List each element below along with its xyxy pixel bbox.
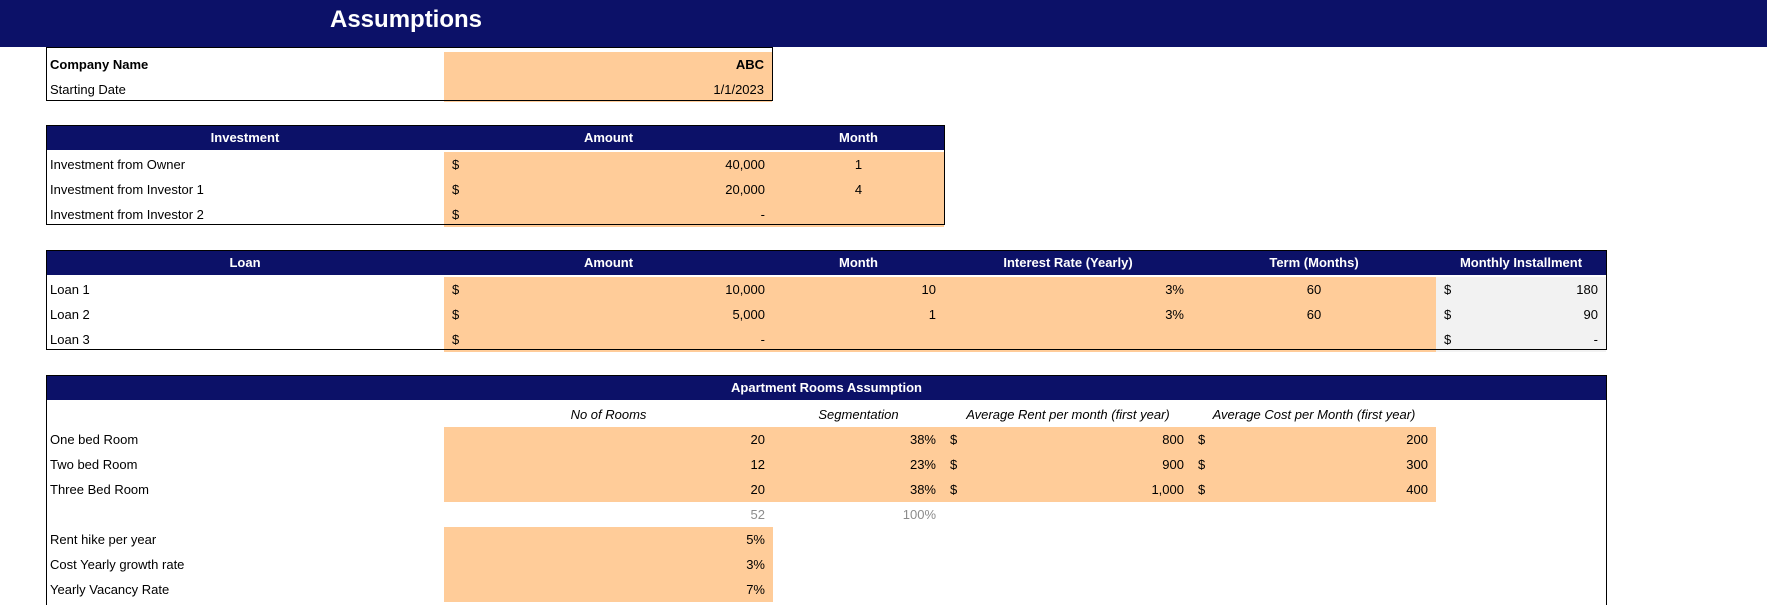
investment-row-input-bg[interactable]: [444, 152, 944, 177]
apartment-row-rent-currency: $: [950, 482, 958, 497]
loan-row-term[interactable]: 60: [1306, 307, 1322, 322]
loan-row-input-bg[interactable]: [444, 327, 1436, 352]
apartment-row-rent[interactable]: 900: [1162, 457, 1184, 472]
loan-row-rate[interactable]: [944, 327, 1192, 352]
apartment-row-rooms[interactable]: 20: [750, 432, 765, 447]
loan-header-month: Month: [773, 250, 944, 275]
rent-hike-value[interactable]: 5%: [444, 527, 773, 552]
loan-row-input-bg[interactable]: [444, 277, 1436, 302]
apartment-row-input-bg[interactable]: [444, 427, 1436, 452]
investment-header-month: Month: [773, 125, 944, 150]
investment-row-amount[interactable]: 40,000: [725, 157, 765, 172]
loan-row-installment-bg: [1436, 327, 1606, 352]
investment-row-currency: $: [452, 157, 460, 172]
investment-row-month[interactable]: 4: [854, 182, 863, 197]
apartment-row-segmentation: 38%: [909, 482, 936, 497]
investment-row-month[interactable]: [773, 202, 944, 227]
investment-row-name: Investment from Investor 1: [50, 182, 204, 197]
apartment-row-cost-currency: $: [1198, 457, 1206, 472]
loan-row-currency: $: [452, 332, 460, 347]
loan-row-name: Loan 3: [50, 332, 90, 347]
apartment-row-rent[interactable]: 800: [1162, 432, 1184, 447]
loan-row-amount[interactable]: 5,000: [732, 307, 765, 322]
investment-row-name: Investment from Owner: [50, 157, 186, 172]
loan-row-installment-bg: [1436, 277, 1606, 302]
title-banner: [0, 0, 1767, 47]
loan-row-installment-currency: $: [1444, 282, 1452, 297]
apartment-row-rent-currency: $: [950, 432, 958, 447]
investment-row-input-bg[interactable]: [444, 202, 944, 227]
investment-row-currency: $: [452, 182, 460, 197]
loan-row-term[interactable]: 60: [1306, 282, 1322, 297]
loan-row-month[interactable]: 1: [928, 307, 936, 322]
cost-growth-label: Cost Yearly growth rate: [50, 557, 185, 572]
investment-row-month[interactable]: 1: [854, 157, 863, 172]
loan-row-installment: -: [1593, 332, 1598, 347]
apartment-row-cost[interactable]: 200: [1406, 432, 1428, 447]
starting-date-label: Starting Date: [50, 82, 126, 97]
apartment-row-cost-currency: $: [1198, 482, 1206, 497]
loan-header-installment: Monthly Installment: [1436, 250, 1606, 275]
loan-row-input-bg[interactable]: [444, 302, 1436, 327]
loan-row-currency: $: [452, 282, 460, 297]
apartment-row-rent[interactable]: 1,000: [1151, 482, 1184, 497]
loan-row-installment: 90: [1583, 307, 1598, 322]
investment-header-amount: Amount: [444, 125, 773, 150]
apartment-header-cost: Average Cost per Month (first year): [1212, 407, 1416, 422]
investment-row-currency: $: [452, 207, 460, 222]
apartment-row-segmentation: 23%: [909, 457, 936, 472]
apartment-header-segmentation: Segmentation: [818, 407, 899, 422]
loan-row-month[interactable]: 10: [921, 282, 936, 297]
apartment-row-input-bg[interactable]: [444, 452, 1436, 477]
apartment-row-name: Three Bed Room: [50, 482, 149, 497]
vacancy-rate-value[interactable]: 7%: [444, 577, 773, 602]
loan-row-amount[interactable]: -: [760, 332, 765, 347]
loan-header-rate: Interest Rate (Yearly): [944, 250, 1192, 275]
apartment-title: Apartment Rooms Assumption: [46, 375, 1607, 400]
apartment-header-rent: Average Rent per month (first year): [966, 407, 1170, 422]
loan-row-name: Loan 1: [50, 282, 90, 297]
apartment-row-rooms[interactable]: 12: [750, 457, 765, 472]
apartment-row-name: One bed Room: [50, 432, 139, 447]
vacancy-rate-label: Yearly Vacancy Rate: [50, 582, 170, 597]
apartment-row-cost[interactable]: 400: [1406, 482, 1428, 497]
loan-row-amount[interactable]: 10,000: [725, 282, 765, 297]
loan-header-term: Term (Months): [1192, 250, 1436, 275]
apartment-row-rent-currency: $: [950, 457, 958, 472]
starting-date-value[interactable]: 1/1/2023: [444, 77, 772, 102]
apartment-row-rooms[interactable]: 20: [750, 482, 765, 497]
investment-row-amount[interactable]: 20,000: [725, 182, 765, 197]
company-name-label: Company Name: [50, 57, 149, 72]
apartment-total-rooms: 52: [750, 507, 765, 522]
loan-row-rate[interactable]: 3%: [1165, 307, 1184, 322]
company-name-value[interactable]: ABC: [444, 52, 772, 77]
apartment-total-segmentation: 100%: [902, 507, 936, 522]
apartment-row-segmentation: 38%: [909, 432, 936, 447]
loan-row-installment-currency: $: [1444, 332, 1452, 347]
loan-header-amount: Amount: [444, 250, 773, 275]
loan-header-name: Loan: [46, 250, 444, 275]
apartment-row-input-bg[interactable]: [444, 477, 1436, 502]
loan-row-month[interactable]: [773, 327, 944, 352]
investment-row-amount[interactable]: -: [760, 207, 765, 222]
investment-row-name: Investment from Investor 2: [50, 207, 204, 222]
loan-row-name: Loan 2: [50, 307, 90, 322]
loan-row-rate[interactable]: 3%: [1165, 282, 1184, 297]
loan-row-currency: $: [452, 307, 460, 322]
investment-header-name: Investment: [46, 125, 444, 150]
apartment-row-name: Two bed Room: [50, 457, 138, 472]
page-title: Assumptions: [330, 6, 483, 33]
loan-row-term[interactable]: [1192, 327, 1436, 352]
investment-row-input-bg[interactable]: [444, 177, 944, 202]
apartment-header-rooms: No of Rooms: [570, 407, 647, 422]
loan-row-installment: 180: [1576, 282, 1598, 297]
cost-growth-value[interactable]: 3%: [444, 552, 773, 577]
rent-hike-label: Rent hike per year: [50, 532, 157, 547]
loan-row-installment-currency: $: [1444, 307, 1452, 322]
apartment-row-cost[interactable]: 300: [1406, 457, 1428, 472]
loan-row-installment-bg: [1436, 302, 1606, 327]
apartment-row-cost-currency: $: [1198, 432, 1206, 447]
